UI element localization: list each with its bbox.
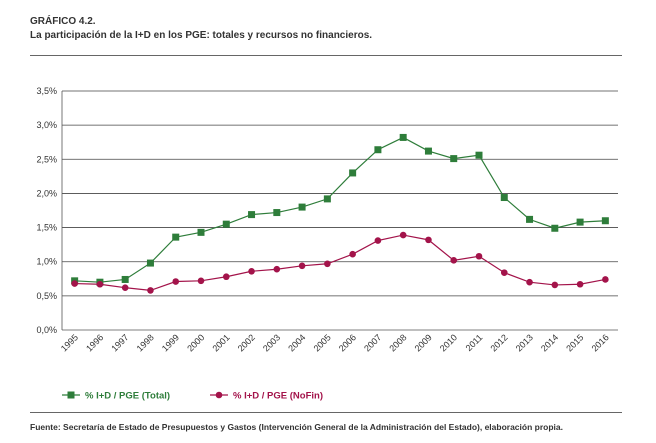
legend-marker — [215, 391, 223, 399]
x-tick-label: 2015 — [564, 332, 585, 353]
top-rule — [30, 55, 622, 56]
x-tick-label: 1998 — [135, 332, 156, 353]
x-tick-label: 2004 — [286, 332, 307, 353]
data-point — [500, 194, 508, 202]
legend: % I+D / PGE (Total) % I+D / PGE (NoFin) — [62, 391, 323, 402]
x-tick-label: 2010 — [438, 332, 459, 353]
data-point — [475, 151, 483, 159]
series-line-2 — [74, 234, 606, 292]
legend-marker — [67, 391, 75, 399]
data-point — [248, 267, 255, 275]
y-tick-label: 0,5% — [36, 291, 57, 301]
data-point — [121, 275, 129, 283]
y-tick-label: 0,0% — [36, 325, 57, 335]
bottom-rule — [30, 412, 622, 413]
data-point — [602, 276, 609, 283]
data-point — [349, 250, 356, 258]
data-point — [323, 195, 331, 203]
data-point — [450, 257, 458, 264]
x-tick-label: 2006 — [337, 332, 358, 353]
data-point — [324, 260, 331, 268]
data-point — [526, 215, 534, 223]
chart-title: La participación de la I+D en los PGE: t… — [30, 30, 373, 41]
legend-label: % I+D / PGE (Total) — [85, 391, 170, 402]
x-tick-label: 1997 — [109, 332, 130, 353]
x-tick-label: 2009 — [413, 332, 434, 353]
x-axis-ticks: 1995 1996 1997 1998 1999 2000 2001 2002 2003 2004… — [59, 332, 611, 353]
data-point — [172, 233, 180, 241]
data-point — [425, 236, 432, 244]
data-point — [147, 287, 154, 294]
x-tick-label: 2002 — [236, 332, 257, 353]
data-point — [248, 211, 256, 219]
data-point — [273, 209, 281, 217]
series-lines — [71, 133, 609, 294]
legend-label: % I+D / PGE (NoFin) — [233, 391, 323, 402]
y-tick-label: 1,0% — [36, 257, 57, 267]
data-point — [576, 280, 584, 288]
source-note: Fuente: Secretaría de Estado de Presupue… — [30, 422, 563, 432]
data-point — [172, 278, 180, 285]
series-line-1 — [74, 136, 606, 283]
data-point — [374, 146, 382, 154]
data-point — [475, 252, 483, 260]
x-tick-label: 2001 — [210, 332, 231, 353]
data-point — [399, 231, 407, 239]
chart-number: GRÁFICO 4.2. — [30, 16, 96, 27]
data-point — [551, 224, 559, 232]
y-tick-label: 2,0% — [36, 188, 57, 198]
data-point — [551, 281, 559, 289]
y-axis-ticks: 0,0% 0,5% 1,0% 1,5% 2,0% 2,5% 3,0% 3,5% — [36, 86, 57, 335]
data-point — [222, 273, 230, 281]
x-tick-label: 2007 — [362, 332, 383, 353]
x-tick-label: 2016 — [590, 332, 611, 353]
data-point — [121, 284, 129, 291]
x-tick-label: 1996 — [84, 332, 105, 353]
data-point — [222, 220, 230, 228]
x-tick-label: 2011 — [464, 332, 485, 353]
data-point — [576, 218, 584, 226]
data-point — [374, 237, 382, 244]
y-tick-label: 1,5% — [36, 223, 57, 233]
x-tick-label: 2005 — [312, 332, 333, 353]
data-point — [349, 169, 357, 177]
x-tick-label: 2014 — [539, 332, 560, 353]
data-point — [197, 228, 205, 236]
data-point — [146, 259, 154, 267]
x-tick-label: 2003 — [261, 332, 282, 353]
data-point — [71, 280, 78, 287]
data-point — [424, 147, 432, 155]
data-point — [450, 155, 458, 163]
data-point — [298, 262, 306, 270]
x-tick-label: 2000 — [185, 332, 206, 353]
data-point — [500, 269, 508, 276]
data-point — [298, 203, 306, 211]
x-tick-label: 2012 — [488, 332, 509, 353]
y-tick-label: 2,5% — [36, 154, 57, 164]
x-tick-label: 2013 — [514, 332, 535, 353]
data-point — [601, 217, 609, 225]
data-point — [197, 277, 205, 285]
data-point — [96, 280, 104, 288]
x-tick-label: 2008 — [387, 332, 408, 353]
x-tick-label: 1999 — [160, 332, 181, 353]
x-tick-label: 1995 — [59, 332, 80, 353]
data-point — [526, 278, 533, 286]
data-point — [399, 133, 407, 141]
y-tick-label: 3,0% — [36, 120, 57, 130]
grid-lines — [61, 90, 618, 331]
data-point — [273, 265, 281, 273]
y-tick-label: 3,5% — [36, 86, 57, 96]
